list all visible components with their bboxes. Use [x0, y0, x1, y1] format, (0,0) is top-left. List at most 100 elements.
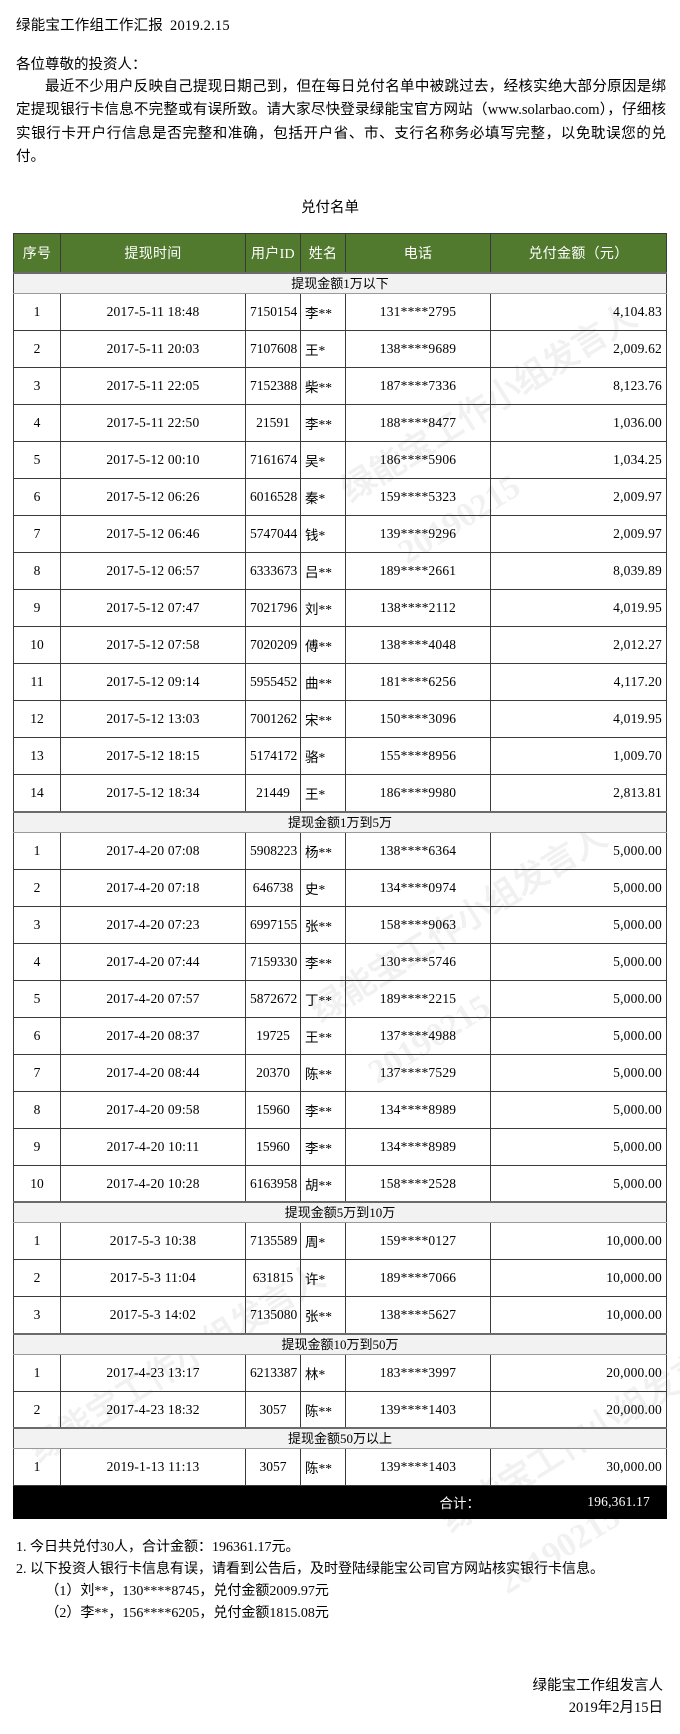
- cell-time: 2017-5-12 07:58: [60, 626, 246, 665]
- cell-name: 柴**: [300, 367, 346, 406]
- cell-phone: 158****9063: [345, 905, 491, 944]
- cell-amount: 5,000.00: [490, 979, 667, 1018]
- cell-index: 1: [13, 1222, 61, 1261]
- cell-phone: 150****3096: [345, 700, 491, 739]
- cell-amount: 5,000.00: [490, 1016, 667, 1055]
- cell-userid: 7159330: [245, 942, 301, 981]
- letter-paragraph: 最近不少用户反映自己提现日期己到，但在每日兑付名单中被跳过去，经核实绝大部分原因…: [16, 79, 666, 166]
- table-row: 3 2017-4-20 07:23 6997155 张** 158****9063 5,0…: [13, 905, 667, 944]
- group-header-label: 提现金额1万以下: [13, 272, 667, 295]
- table-row: 1 2017-4-20 07:08 5908223 杨** 138****6364 5,0…: [13, 831, 667, 870]
- table-row: 3 2017-5-11 22:05 7152388 柴** 187****7336 8,1…: [13, 367, 667, 406]
- cell-time: 2017-5-12 00:10: [60, 441, 246, 480]
- cell-time: 2017-4-20 08:44: [60, 1053, 246, 1092]
- cell-name: 李**: [300, 404, 346, 443]
- column-header-name: 姓名: [300, 232, 346, 274]
- cell-time: 2017-5-12 06:26: [60, 478, 246, 517]
- cell-name: 胡**: [300, 1164, 346, 1203]
- cell-time: 2017-5-11 18:48: [60, 293, 246, 332]
- cell-time: 2017-5-12 18:34: [60, 774, 246, 813]
- cell-index: 1: [13, 1448, 61, 1487]
- cell-time: 2017-5-11 22:50: [60, 404, 246, 443]
- table-row: 3 2017-5-3 14:02 7135080 张** 138****5627 10,0…: [13, 1296, 667, 1335]
- cell-phone: 158****2528: [345, 1164, 491, 1203]
- cell-userid: 7150154: [245, 293, 301, 332]
- table-row: 8 2017-5-12 06:57 6333673 吕** 189****2661 8,0…: [13, 552, 667, 591]
- cell-phone: 159****5323: [345, 478, 491, 517]
- cell-phone: 189****7066: [345, 1259, 491, 1298]
- cell-index: 8: [13, 552, 61, 591]
- table-row: 10 2017-4-20 10:28 6163958 胡** 158****2528 5,…: [13, 1164, 667, 1203]
- page-title: 绿能宝工作组工作汇报 2019.2.15: [0, 0, 680, 35]
- cell-phone: 155****8956: [345, 737, 491, 776]
- payout-table: 序号 提现时间 用户ID 姓名 电话 兑付金额（元） 提现金额1万以下 1 2017…: [13, 232, 667, 1520]
- cell-time: 2017-5-12 13:03: [60, 700, 246, 739]
- cell-time: 2017-4-20 07:23: [60, 905, 246, 944]
- cell-amount: 8,039.89: [490, 552, 667, 591]
- cell-index: 6: [13, 1016, 61, 1055]
- total-spacer: [13, 1485, 346, 1520]
- cell-index: 1: [13, 831, 61, 870]
- cell-amount: 1,009.70: [490, 737, 667, 776]
- cell-userid: 7135080: [245, 1296, 301, 1335]
- table-caption: 兑付名单: [301, 199, 359, 216]
- cell-userid: 7020209: [245, 626, 301, 665]
- column-header-amount: 兑付金额（元）: [490, 232, 667, 274]
- cell-time: 2017-5-12 07:47: [60, 589, 246, 628]
- cell-name: 刘**: [300, 589, 346, 628]
- cell-amount: 1,034.25: [490, 441, 667, 480]
- cell-name: 王*: [300, 330, 346, 369]
- cell-amount: 1,036.00: [490, 404, 667, 443]
- cell-phone: 189****2661: [345, 552, 491, 591]
- table-row: 13 2017-5-12 18:15 5174172 骆* 155****8956 1,0…: [13, 737, 667, 776]
- cell-time: 2017-5-12 18:15: [60, 737, 246, 776]
- note-line-2: 2. 以下投资人银行卡信息有误，请看到公告后，及时登陆绿能宝公司官方网站核实银行…: [16, 1562, 604, 1578]
- table-row: 6 2017-4-20 08:37 19725 王** 137****4988 5,000…: [13, 1016, 667, 1055]
- cell-amount: 2,009.97: [490, 478, 667, 517]
- cell-time: 2017-4-20 07:08: [60, 831, 246, 870]
- cell-userid: 15960: [245, 1127, 301, 1166]
- cell-name: 傅**: [300, 626, 346, 665]
- cell-name: 张**: [300, 1296, 346, 1335]
- table-row: 2 2017-4-23 18:32 3057 陈** 139****1403 20,000…: [13, 1390, 667, 1429]
- cell-amount: 2,012.27: [490, 626, 667, 665]
- cell-name: 周*: [300, 1222, 346, 1261]
- cell-phone: 186****9980: [345, 774, 491, 813]
- cell-name: 钱*: [300, 515, 346, 554]
- note-subline-2: （2）李**，156****6205，兑付金额1815.08元: [45, 1605, 329, 1621]
- cell-userid: 646738: [245, 868, 301, 907]
- cell-time: 2017-4-20 09:58: [60, 1090, 246, 1129]
- column-header-time: 提现时间: [60, 232, 246, 274]
- cell-name: 吕**: [300, 552, 346, 591]
- cell-amount: 10,000.00: [490, 1259, 667, 1298]
- table-row: 1 2017-5-3 10:38 7135589 周* 159****0127 10,00…: [13, 1222, 667, 1261]
- group-header-label: 提现金额50万以上: [13, 1427, 667, 1450]
- cell-index: 1: [13, 293, 61, 332]
- table-row: 5 2017-5-12 00:10 7161674 吴* 186****5906 1,03…: [13, 441, 667, 480]
- payout-table-foot: 合计： 196,361.17: [13, 1485, 667, 1520]
- cell-name: 许*: [300, 1259, 346, 1298]
- table-row: 7 2017-4-20 08:44 20370 陈** 137****7529 5,000…: [13, 1053, 667, 1092]
- cell-userid: 5955452: [245, 663, 301, 702]
- cell-phone: 139****1403: [345, 1448, 491, 1487]
- table-row: 1 2017-5-11 18:48 7150154 李** 131****2795 4,1…: [13, 293, 667, 332]
- cell-phone: 134****8989: [345, 1090, 491, 1129]
- cell-name: 陈**: [300, 1053, 346, 1092]
- cell-amount: 4,019.95: [490, 589, 667, 628]
- cell-userid: 6213387: [245, 1353, 301, 1392]
- page-title-date: 2019.2.15: [170, 18, 230, 34]
- cell-userid: 6333673: [245, 552, 301, 591]
- cell-index: 10: [13, 1164, 61, 1203]
- table-row: 1 2019-1-13 11:13 3057 陈** 139****1403 30,000…: [13, 1448, 667, 1487]
- table-row: 9 2017-4-20 10:11 15960 李** 134****8989 5,000…: [13, 1127, 667, 1166]
- group-header-row: 提现金额10万到50万: [13, 1332, 667, 1355]
- cell-userid: 7135589: [245, 1222, 301, 1261]
- cell-name: 曲**: [300, 663, 346, 702]
- table-row: 1 2017-4-23 13:17 6213387 林* 183****3997 20,0…: [13, 1353, 667, 1392]
- cell-userid: 7001262: [245, 700, 301, 739]
- cell-amount: 5,000.00: [490, 942, 667, 981]
- cell-index: 10: [13, 626, 61, 665]
- cell-index: 3: [13, 367, 61, 406]
- cell-amount: 2,009.62: [490, 330, 667, 369]
- group-header-row: 提现金额1万以下: [13, 272, 667, 295]
